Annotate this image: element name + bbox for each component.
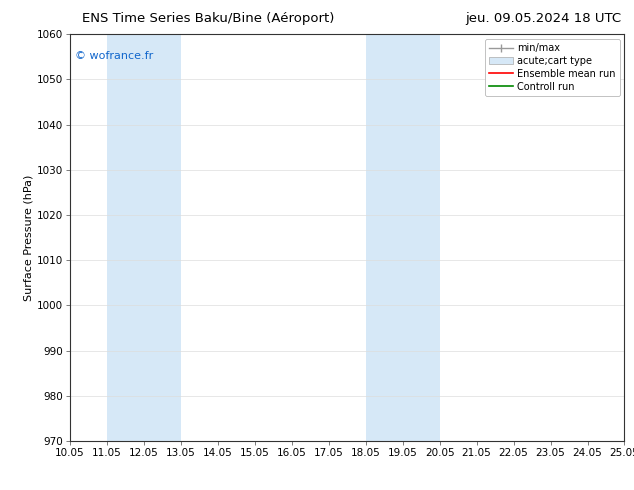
Y-axis label: Surface Pressure (hPa): Surface Pressure (hPa) [23, 174, 34, 301]
Bar [107, 34, 181, 441]
Legend: min/max, acute;cart type, Ensemble mean run, Controll run: min/max, acute;cart type, Ensemble mean … [485, 39, 619, 96]
Bar [624, 34, 630, 441]
Text: jeu. 09.05.2024 18 UTC: jeu. 09.05.2024 18 UTC [465, 12, 621, 25]
Text: ENS Time Series Baku/Bine (Aéroport): ENS Time Series Baku/Bine (Aéroport) [82, 12, 335, 25]
Bar [366, 34, 439, 441]
Text: © wofrance.fr: © wofrance.fr [75, 50, 153, 61]
